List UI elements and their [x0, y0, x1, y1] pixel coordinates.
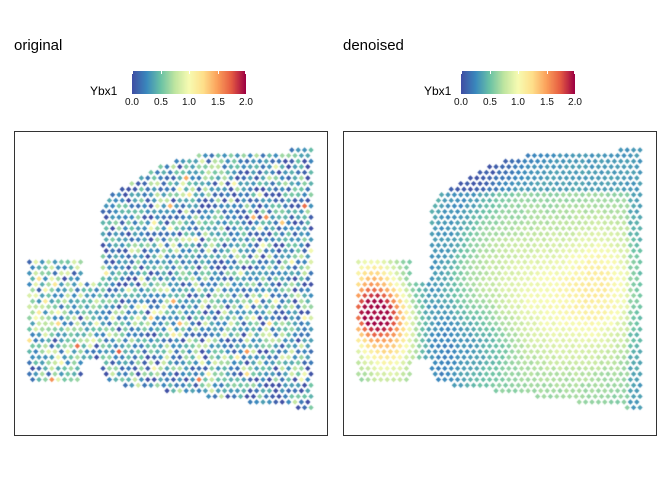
colorbar-tick	[160, 94, 162, 97]
colorbar-tick	[461, 94, 462, 97]
spot-scatter	[15, 132, 327, 435]
colorbar-tick	[546, 71, 548, 74]
colorbar-label-1: 0.5	[483, 97, 497, 108]
panel-denoised: denoised Ybx1 0.0 0.5 1.0 1.5 2.0	[329, 0, 665, 480]
plot-area	[343, 131, 657, 436]
colorbar-label-2: 1.0	[511, 97, 525, 108]
colorbar-label-0: 0.0	[454, 97, 468, 108]
colorbar-label-4: 2.0	[568, 97, 582, 108]
colorbar-tick	[245, 94, 246, 97]
legend-title: Ybx1	[424, 84, 452, 98]
colorbar	[461, 71, 575, 94]
colorbar-ticks	[461, 71, 575, 99]
colorbar-tick	[217, 94, 219, 97]
colorbar-tick	[489, 71, 491, 74]
colorbar-tick	[245, 71, 246, 74]
colorbar-tick	[189, 94, 190, 97]
panel-original: original Ybx1 0.0 0.5 1.0 1.5 2.0	[14, 37, 328, 436]
colorbar-tick	[189, 71, 190, 74]
legend-title: Ybx1	[90, 84, 118, 98]
colorbar-label-3: 1.5	[540, 97, 554, 108]
colorbar-tick	[132, 94, 133, 97]
colorbar-ticks	[132, 71, 246, 99]
colorbar-tick	[518, 94, 519, 97]
colorbar-tick	[574, 71, 575, 74]
colorbar-tick	[160, 71, 162, 74]
colorbar-tick	[132, 71, 133, 74]
colorbar-label-1: 0.5	[154, 97, 168, 108]
plot-area	[14, 131, 328, 436]
colorbar-tick	[574, 94, 575, 97]
colorbar-tick	[518, 71, 519, 74]
colorbar-label-2: 1.0	[182, 97, 196, 108]
colorbar	[132, 71, 246, 94]
colorbar-label-4: 2.0	[239, 97, 253, 108]
colorbar-label-3: 1.5	[211, 97, 225, 108]
colorbar-label-0: 0.0	[125, 97, 139, 108]
colorbar-tick	[546, 94, 548, 97]
colorbar-tick	[461, 71, 462, 74]
spot-scatter	[344, 132, 656, 435]
panel-title: denoised	[343, 37, 404, 54]
panel-title: original	[14, 37, 63, 54]
colorbar-tick	[489, 94, 491, 97]
colorbar-tick	[217, 71, 219, 74]
